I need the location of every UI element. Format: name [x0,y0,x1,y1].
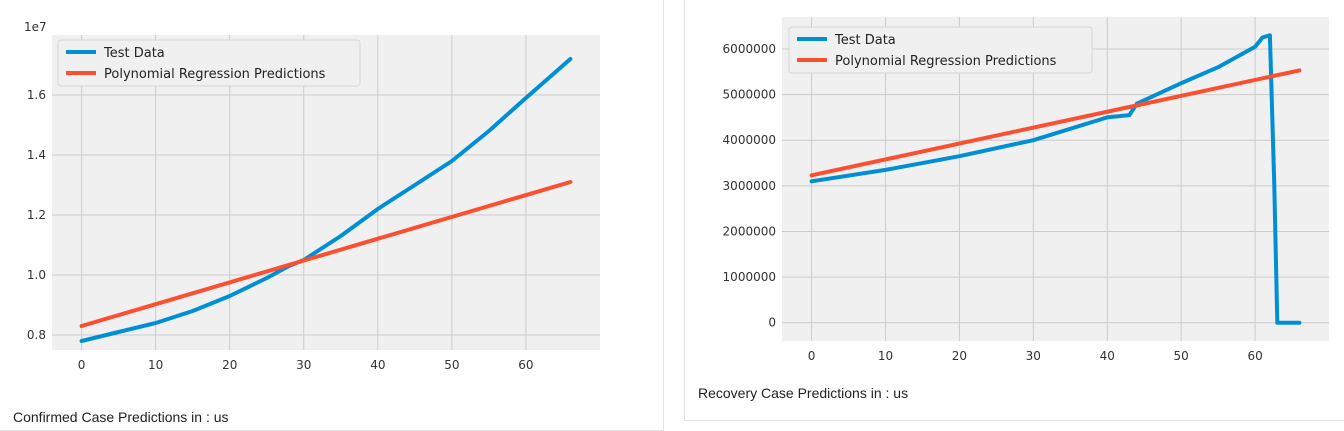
x-tick-label: 10 [878,349,893,363]
y-tick-label: 0 [768,316,776,330]
x-tick-label: 60 [1247,349,1262,363]
legend-box [57,39,361,87]
recovery-chart: 0 10 20 30 40 50 60 0 1000000 2000000 3000000 40000… [723,17,1329,363]
x-tick-label: 20 [222,358,237,372]
y-tick-label: 6000000 [723,42,776,56]
y-offset-label: 1e7 [24,20,47,34]
legend-label: Polynomial Regression Predictions [104,67,326,82]
y-tick-label: 0.8 [27,328,46,342]
legend-label: Polynomial Regression Predictions [835,54,1057,69]
recovery-caption: Recovery Case Predictions in : us [698,385,909,401]
y-tick-label: 1.0 [27,268,46,282]
y-tick-label: 1000000 [723,270,776,284]
x-tick-label: 0 [808,349,816,363]
y-tick-label: 1.4 [27,148,46,162]
x-tick-label: 10 [148,358,163,372]
confirmed-chart: 0 10 20 30 40 50 60 0.8 1.0 1.2 1.4 1.6 1e7 Test Data… [24,20,600,372]
x-tick-label: 50 [1174,349,1189,363]
x-tick-label: 30 [296,358,311,372]
x-tick-label: 0 [78,358,86,372]
legend-label: Test Data [103,46,165,61]
y-tick-label: 5000000 [723,88,776,102]
y-tick-label: 3000000 [723,179,776,193]
confirmed-caption: Confirmed Case Predictions in : us [13,409,229,425]
x-tick-label: 60 [518,358,533,372]
legend-label: Test Data [834,33,896,48]
x-tick-label: 50 [444,358,459,372]
y-tick-label: 1.2 [27,208,46,222]
x-tick-label: 40 [1100,349,1115,363]
prediction-line [79,180,573,328]
x-tick-label: 30 [1026,349,1041,363]
recovery-chart-card: 0 10 20 30 40 50 60 0 1000000 2000000 3000000 40000… [684,0,1344,421]
y-tick-label: 4000000 [723,133,776,147]
x-tick-label: 20 [952,349,967,363]
y-tick-label: 2000000 [723,224,776,238]
x-tick-label: 40 [370,358,385,372]
prediction-line [809,68,1302,178]
legend-box [788,26,1093,74]
plot-area [52,35,600,350]
test-data-line [809,33,1302,325]
y-tick-label: 1.6 [27,88,46,102]
confirmed-chart-card: 0 10 20 30 40 50 60 0.8 1.0 1.2 1.4 1.6 1e7 Test Data… [0,0,664,431]
